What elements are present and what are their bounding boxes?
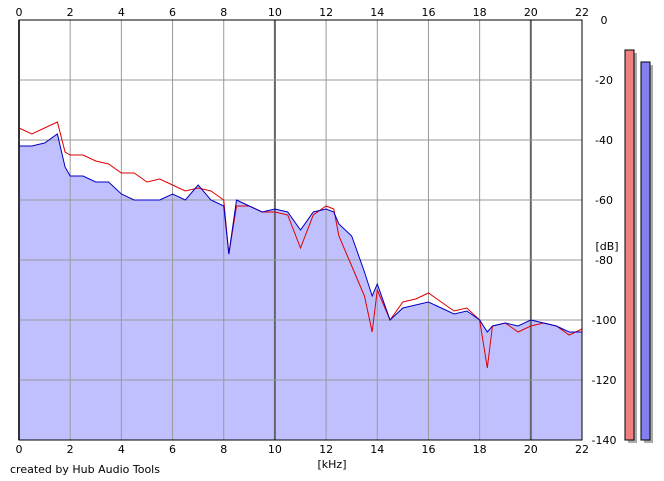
x-tick-label-bottom: 20 xyxy=(524,443,538,456)
x-tick-labels-bottom: 0 2 4 6 8 10 12 14 16 18 20 22 xyxy=(16,443,590,456)
x-tick-label-top: 12 xyxy=(319,6,333,19)
x-tick-label-top: 0 xyxy=(16,6,23,19)
y-tick-label: -120 xyxy=(592,374,617,387)
x-tick-label-top: 8 xyxy=(220,6,227,19)
y-tick-label: -40 xyxy=(595,134,613,147)
x-tick-label-top: 4 xyxy=(118,6,125,19)
x-tick-label-top: 10 xyxy=(268,6,282,19)
x-tick-label-bottom: 10 xyxy=(268,443,282,456)
x-tick-label-top: 20 xyxy=(524,6,538,19)
x-tick-label-bottom: 0 xyxy=(16,443,23,456)
x-tick-label-bottom: 6 xyxy=(169,443,176,456)
y-axis-label: [dB] xyxy=(595,240,618,253)
x-tick-label-top: 22 xyxy=(575,6,589,19)
plot-frame xyxy=(18,19,583,441)
credit-text: created by Hub Audio Tools xyxy=(10,463,160,476)
x-tick-label-bottom: 18 xyxy=(473,443,487,456)
x-tick-label-bottom: 4 xyxy=(118,443,125,456)
x-tick-label-top: 16 xyxy=(421,6,435,19)
x-axis-label: [kHz] xyxy=(318,458,347,471)
y-tick-label: 0 xyxy=(601,14,608,27)
y-tick-label: -80 xyxy=(595,254,613,267)
spectrum-fill-layer xyxy=(19,134,582,440)
x-tick-label-bottom: 16 xyxy=(421,443,435,456)
series-layer xyxy=(18,121,583,369)
x-tick-label-bottom: 14 xyxy=(370,443,384,456)
y-tick-label: -20 xyxy=(595,74,613,87)
x-tick-label-bottom: 12 xyxy=(319,443,333,456)
series-line-0 xyxy=(18,121,583,369)
x-tick-label-bottom: 22 xyxy=(575,443,589,456)
x-tick-label-bottom: 2 xyxy=(67,443,74,456)
y-tick-label: -100 xyxy=(592,314,617,327)
y-tick-label: -60 xyxy=(595,194,613,207)
x-tick-label-bottom: 8 xyxy=(220,443,227,456)
x-tick-label-top: 6 xyxy=(169,6,176,19)
level-meter-bar xyxy=(624,49,635,441)
x-tick-labels-top: 0 2 4 6 8 10 12 14 16 18 20 22 xyxy=(16,6,590,19)
level-meters xyxy=(624,49,653,443)
x-tick-label-top: 18 xyxy=(473,6,487,19)
x-tick-label-top: 2 xyxy=(67,6,74,19)
series-line-1 xyxy=(19,133,582,333)
y-tick-labels-right: 0 -20 -40 -60 -80 -100 -120 -140 xyxy=(592,14,617,447)
x-tick-label-top: 14 xyxy=(370,6,384,19)
y-tick-label: -140 xyxy=(592,434,617,447)
level-meter-bar xyxy=(640,61,651,441)
spectrum-area-fill xyxy=(19,134,582,440)
